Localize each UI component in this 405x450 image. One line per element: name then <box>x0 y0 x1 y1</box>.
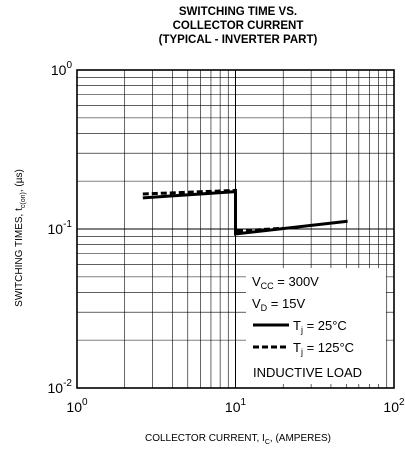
legend-condition-vd: VD = 15V <box>252 296 305 313</box>
legend-note: INDUCTIVE LOAD <box>253 365 362 380</box>
tick-labels: 100 101 102 100 10-1 10-2 <box>48 60 405 415</box>
y-tick-label: 10-1 <box>48 219 73 237</box>
series-line-25c <box>142 189 348 236</box>
title-line-1: SWITCHING TIME VS. <box>179 6 297 18</box>
legend-entry-125c: Tj = 125°C <box>293 340 354 357</box>
legend: VCC = 300V VD = 15V Tj = 25°C Tj = 125°C… <box>246 268 386 384</box>
plot-frame <box>76 69 395 389</box>
x-tick-label: 102 <box>383 397 405 415</box>
y-axis-label: SWITCHING TIMES, tc(on), (µs) <box>14 169 27 307</box>
chart-title: SWITCHING TIME VS. COLLECTOR CURRENT (TY… <box>159 6 318 46</box>
y-tick-label: 10-2 <box>48 378 73 396</box>
x-tick-label: 100 <box>66 397 88 415</box>
series-line-125c <box>142 188 284 233</box>
x-axis-label: COLLECTOR CURRENT, IC, (AMPERES) <box>145 433 331 446</box>
legend-entry-25c: Tj = 25°C <box>293 318 347 335</box>
legend-condition-vcc: VCC = 300V <box>252 274 319 291</box>
title-line-2: COLLECTOR CURRENT <box>173 20 304 32</box>
y-tick-label: 100 <box>51 60 73 78</box>
series-layer <box>142 188 348 236</box>
title-line-3: (TYPICAL - INVERTER PART) <box>159 34 318 46</box>
x-tick-label: 101 <box>225 397 247 415</box>
